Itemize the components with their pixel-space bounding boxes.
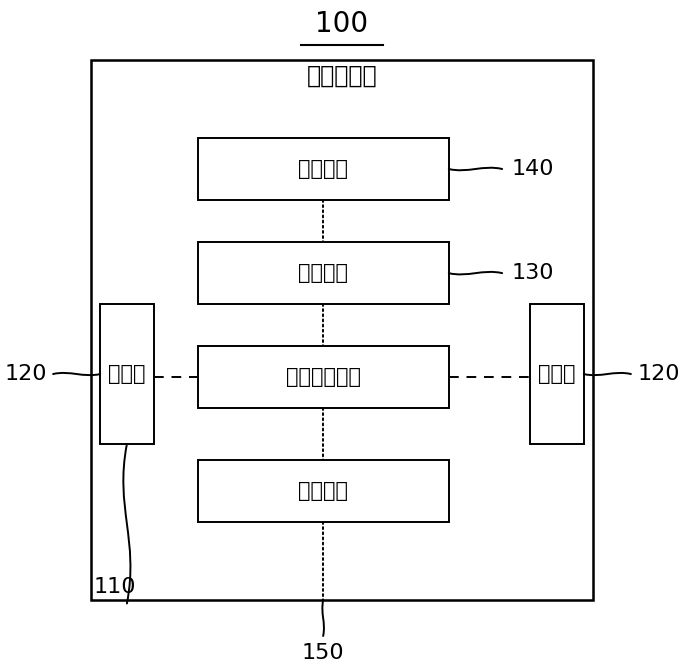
Bar (101, 304, 154, 444)
Bar (91, 60, 593, 600)
Text: 120: 120 (637, 364, 680, 384)
Bar (530, 304, 583, 444)
Text: 风扇扇叶: 风扇扇叶 (298, 159, 348, 179)
Text: 100: 100 (315, 10, 369, 38)
Text: 110: 110 (94, 577, 136, 597)
Text: 传感器: 传感器 (538, 364, 576, 384)
Text: 充电接口: 充电接口 (298, 482, 348, 501)
Text: 风扇电机: 风扇电机 (298, 263, 348, 283)
Bar (198, 242, 449, 304)
Text: 120: 120 (4, 364, 47, 384)
Text: 传感器: 传感器 (108, 364, 146, 384)
Text: 130: 130 (512, 263, 554, 283)
Text: 数据处理设备: 数据处理设备 (286, 367, 360, 388)
Bar (198, 138, 449, 200)
Text: 150: 150 (302, 643, 345, 663)
Bar (198, 346, 449, 408)
Text: 140: 140 (512, 159, 554, 179)
Bar (198, 460, 449, 522)
Text: 手持式风扇: 手持式风扇 (306, 64, 378, 88)
